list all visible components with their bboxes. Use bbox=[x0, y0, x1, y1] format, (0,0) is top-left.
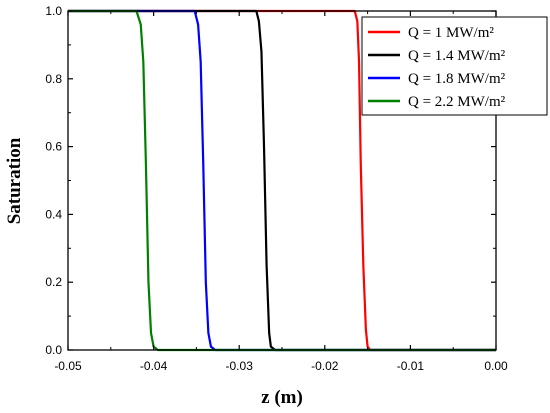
x-axis-title: z (m) bbox=[261, 387, 303, 408]
y-axis-title: Saturation bbox=[4, 137, 25, 224]
y-tick-label: 0.0 bbox=[45, 343, 62, 357]
series-line-4 bbox=[68, 9, 496, 352]
y-tick-label: 0.6 bbox=[45, 140, 62, 154]
legend-box bbox=[361, 16, 548, 116]
series-line-3 bbox=[68, 9, 496, 352]
x-tick-label: -0.03 bbox=[226, 359, 254, 373]
x-tick-label: -0.02 bbox=[311, 359, 339, 373]
x-tick-label: -0.05 bbox=[54, 359, 82, 373]
legend-label-4: Q = 2.2 MW/m² bbox=[408, 94, 506, 110]
legend-label-2: Q = 1.4 MW/m² bbox=[408, 48, 506, 64]
series-layer bbox=[68, 9, 496, 352]
y-tick-label: 0.8 bbox=[45, 72, 62, 86]
axes-layer: -0.05 -0.04 -0.03 -0.02 -0.01 0.00 0.0 0.2 0.4 0.… bbox=[45, 4, 508, 373]
series-line-2 bbox=[68, 9, 496, 352]
y-tick-label: 0.2 bbox=[45, 275, 62, 289]
x-tick-label: 0.00 bbox=[484, 359, 508, 373]
y-tick-label: 1.0 bbox=[45, 4, 62, 18]
x-tick-label: -0.01 bbox=[397, 359, 425, 373]
legend-label-1: Q = 1 MW/m² bbox=[408, 25, 494, 41]
legend-label-3: Q = 1.8 MW/m² bbox=[408, 71, 506, 87]
y-tick-label: 0.4 bbox=[45, 207, 62, 221]
legend: Q = 1 MW/m² Q = 1.4 MW/m² Q = 1.8 MW/m² Q =… bbox=[361, 16, 548, 116]
series-line-1 bbox=[68, 9, 496, 352]
x-tick-label: -0.04 bbox=[140, 359, 168, 373]
